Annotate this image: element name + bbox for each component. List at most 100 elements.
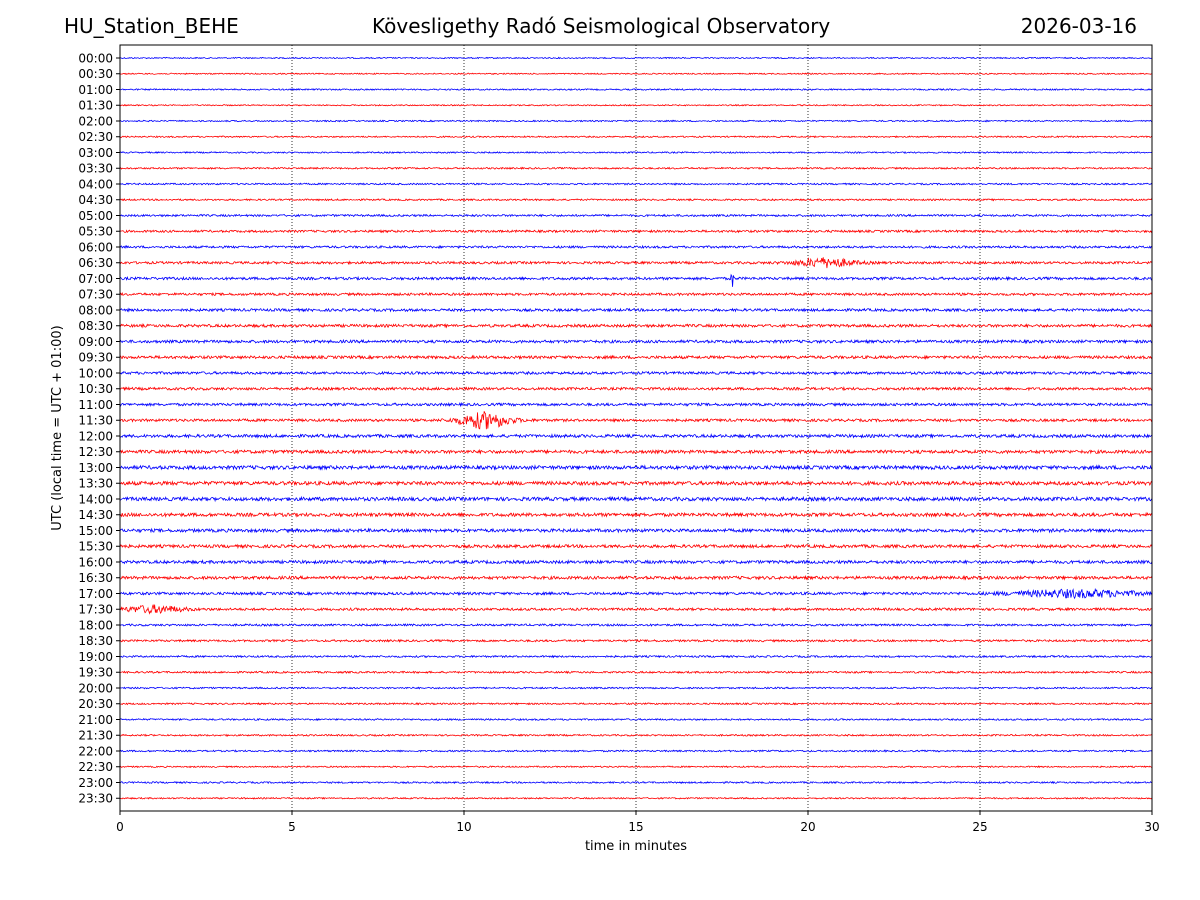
trace-1230 [119,448,1153,455]
y-tick-label: 01:30 [78,99,113,113]
y-tick-label: 19:00 [78,650,113,664]
trace-1200 [119,433,1153,440]
trace-1400 [119,495,1153,503]
trace-1030 [119,386,1153,392]
y-tick-label: 20:00 [78,681,113,695]
x-axis-ticks: 0 5 10 15 20 25 30 [116,811,1160,834]
trace-1600 [119,559,1153,566]
page-title: Kövesligethy Radó Seismological Observat… [372,14,831,38]
trace-0430 [119,198,1153,202]
trace-0530 [119,229,1153,234]
trace-0630 [119,257,1153,269]
y-tick-label: 07:30 [78,288,113,302]
trace-2230 [119,765,1153,769]
trace-2330 [119,796,1153,800]
y-tick-label: 13:30 [78,477,113,491]
y-tick-label: 16:00 [78,555,113,569]
y-tick-label: 09:30 [78,351,113,365]
y-tick-label: 02:30 [78,130,113,144]
trace-0830 [119,322,1153,329]
trace-1730 [119,604,1153,615]
y-tick-label: 09:00 [78,335,113,349]
trace-0900 [119,338,1153,345]
y-tick-label: 08:30 [78,319,113,333]
trace-0200 [119,119,1153,123]
trace-1000 [119,370,1153,376]
y-tick-label: 05:30 [78,225,113,239]
x-tick-label: 25 [972,820,987,834]
trace-0230 [119,135,1153,139]
y-tick-label: 04:30 [78,193,113,207]
trace-2300 [119,780,1153,785]
y-tick-label: 00:00 [78,51,113,65]
trace-0000 [119,56,1153,60]
trace-2130 [119,733,1153,737]
y-tick-label: 23:00 [78,776,113,790]
trace-1430 [119,511,1153,518]
trace-1130 [119,411,1153,430]
y-tick-label: 15:00 [78,524,113,538]
y-tick-label: 11:30 [78,414,113,428]
y-tick-label: 16:30 [78,571,113,585]
y-tick-label: 23:30 [78,792,113,806]
y-tick-label: 21:00 [78,713,113,727]
y-tick-label: 18:30 [78,634,113,648]
y-tick-label: 13:00 [78,461,113,475]
trace-1930 [119,670,1153,675]
y-tick-label: 06:30 [78,256,113,270]
trace-1900 [119,654,1153,659]
y-tick-label: 17:30 [78,603,113,617]
y-tick-label: 05:00 [78,209,113,223]
chart-date: 2026-03-16 [1020,14,1137,38]
y-tick-label: 12:30 [78,445,113,459]
y-tick-label: 04:00 [78,177,113,191]
x-tick-label: 15 [628,820,643,834]
trace-0800 [119,307,1153,313]
y-tick-label: 11:00 [78,398,113,412]
vertical-gridlines [291,45,981,811]
y-tick-label: 02:00 [78,114,113,128]
x-tick-label: 0 [116,820,124,834]
trace-0700 [119,273,1153,287]
y-tick-label: 18:00 [78,618,113,632]
trace-0500 [119,213,1153,218]
trace-2100 [119,717,1153,722]
x-tick-label: 5 [288,820,296,834]
trace-0930 [119,354,1153,361]
y-tick-label: 03:00 [78,146,113,160]
y-tick-label: 10:30 [78,382,113,396]
x-tick-label: 20 [800,820,815,834]
y-tick-label: 10:00 [78,366,113,380]
y-tick-label: 22:30 [78,760,113,774]
station-name: HU_Station_BEHE [64,14,239,38]
trace-0030 [119,72,1153,76]
trace-1100 [119,401,1153,408]
y-tick-label: 20:30 [78,697,113,711]
trace-0400 [119,182,1153,186]
x-tick-label: 10 [456,820,471,834]
trace-0100 [119,88,1153,91]
y-tick-label: 08:00 [78,303,113,317]
y-tick-label: 00:30 [78,67,113,81]
trace-1800 [119,622,1153,628]
trace-1530 [119,543,1153,550]
y-tick-label: 07:00 [78,272,113,286]
trace-2000 [119,686,1153,690]
trace-0600 [119,244,1153,250]
trace-1830 [119,638,1153,643]
trace-1500 [119,527,1153,534]
y-tick-label: 01:00 [78,83,113,97]
y-tick-label: 12:00 [78,429,113,443]
trace-1700 [119,587,1153,600]
y-tick-label: 22:00 [78,744,113,758]
trace-0130 [119,103,1153,107]
trace-2200 [119,749,1153,753]
y-tick-label: 21:30 [78,729,113,743]
seismic-traces [119,56,1153,800]
trace-1330 [119,480,1153,487]
y-axis-label: UTC (local time = UTC + 01:00) [50,325,65,530]
x-axis-label: time in minutes [585,839,687,854]
trace-1300 [119,464,1153,471]
